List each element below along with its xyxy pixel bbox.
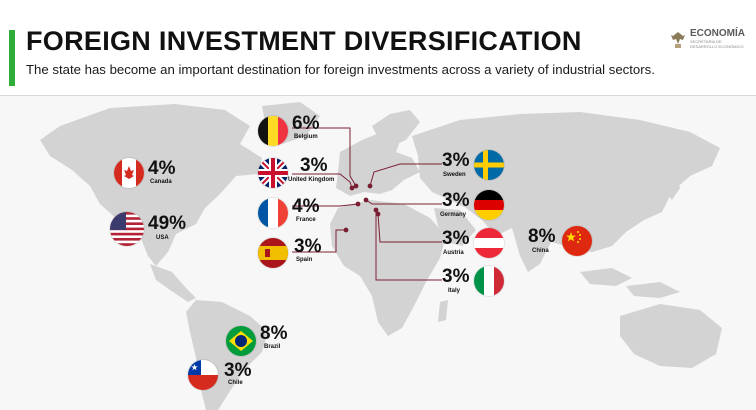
sweden-percent: 3% (442, 150, 470, 171)
brazil-flag-icon (226, 326, 256, 356)
page-subtitle: The state has become an important destin… (26, 62, 655, 77)
eagle-emblem-icon (671, 32, 685, 48)
belgium-percent: 6% (292, 113, 320, 134)
spain-label: Spain (296, 257, 313, 263)
france-percent: 4% (292, 196, 320, 217)
usa-percent: 49% (148, 213, 187, 234)
uk-percent: 3% (300, 155, 328, 176)
brazil-label: Brazil (264, 344, 281, 350)
chile-flag-icon (188, 360, 218, 390)
logo-subtitle: SECRETARÍA DE DESARROLLO ECONÓMICO (690, 39, 744, 49)
germany-label: Germany (440, 212, 467, 218)
world-map (0, 96, 756, 410)
connector-lines (292, 127, 442, 281)
uk-label: United Kingdom (288, 177, 335, 183)
chile-percent: 3% (224, 360, 252, 381)
china-label: China (532, 248, 549, 254)
usa-flag-icon (110, 212, 144, 246)
austria-percent: 3% (442, 228, 470, 249)
brazil-percent: 8% (260, 323, 288, 344)
china-percent: 8% (528, 226, 556, 247)
canada-label: Canada (150, 179, 172, 185)
sweden-label: Sweden (443, 172, 466, 178)
title-accent-bar (9, 30, 15, 86)
economia-logo: ECONOMÍA SECRETARÍA DE DESARROLLO ECONÓM… (670, 28, 754, 52)
belgium-label: Belgium (294, 134, 318, 140)
france-flag-icon (258, 198, 288, 228)
canada-percent: 4% (148, 158, 176, 179)
chile-label: Chile (228, 380, 243, 386)
sweden-flag-icon (474, 150, 504, 180)
austria-flag-icon (474, 228, 504, 258)
usa-label: USA (156, 235, 169, 241)
header-divider (0, 95, 756, 96)
world-map-shapes (40, 102, 722, 410)
germany-flag-icon (474, 190, 504, 220)
page-title: FOREIGN INVESTMENT DIVERSIFICATION (26, 26, 582, 56)
italy-percent: 3% (442, 266, 470, 287)
germany-percent: 3% (442, 190, 470, 211)
italy-label: Italy (448, 288, 461, 294)
china-flag-icon (562, 226, 592, 256)
canada-flag-icon (114, 158, 144, 188)
spain-percent: 3% (294, 236, 322, 257)
austria-label: Austria (443, 250, 464, 256)
spain-flag-icon (258, 238, 288, 268)
italy-flag-icon (474, 266, 504, 296)
uk-flag-icon (258, 158, 288, 188)
belgium-flag-icon (258, 116, 288, 146)
logo-wordmark: ECONOMÍA (690, 28, 745, 39)
header: FOREIGN INVESTMENT DIVERSIFICATION The s… (0, 0, 756, 96)
france-label: France (296, 217, 316, 223)
